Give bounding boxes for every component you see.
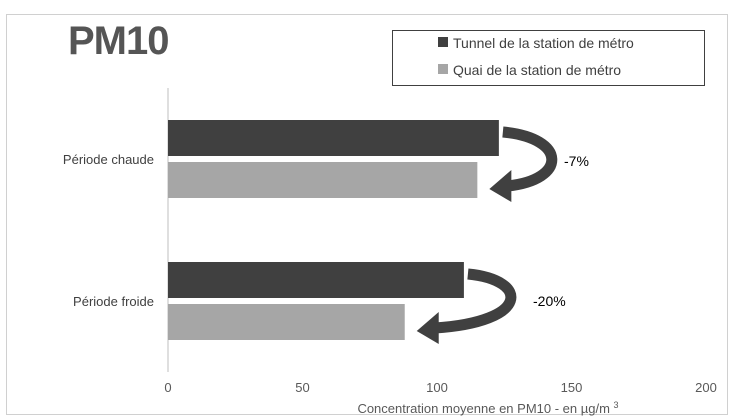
x-tick-label-200: 200 (695, 380, 717, 395)
legend: Tunnel de la station de métro Quai de la… (392, 30, 705, 86)
x-tick-label-0: 0 (164, 380, 171, 395)
change-arrow-p-riode-froide (434, 268, 517, 334)
bar-p-riode-chaude-series-1 (168, 120, 499, 156)
x-axis-label-superscript: 3 (614, 400, 619, 410)
change-arrow-head-p-riode-froide (416, 312, 439, 344)
legend-label-tunnel: Tunnel de la station de métro (453, 35, 634, 51)
chart-title: PM10 (68, 19, 169, 63)
category-label-p-riode-chaude: Période chaude (63, 152, 154, 167)
change-arrow-p-riode-chaude (502, 126, 558, 192)
bar-p-riode-froide-series-1 (168, 262, 464, 298)
annotation-periode-froide: -20% (533, 293, 566, 309)
legend-label-quai: Quai de la station de métro (453, 62, 621, 78)
x-tick-label-150: 150 (561, 380, 583, 395)
x-tick-label-50: 50 (295, 380, 309, 395)
x-axis-label-text: Concentration moyenne en PM10 - en µg/m (357, 401, 609, 416)
plot-area: 0 50 100 150 200 Période chaude Période froide (63, 88, 717, 395)
category-label-p-riode-froide: Période froide (73, 294, 154, 309)
x-tick-label-100: 100 (426, 380, 448, 395)
annotation-periode-chaude: -7% (564, 153, 589, 169)
legend-swatch-tunnel (438, 37, 448, 47)
legend-swatch-quai (438, 64, 448, 74)
chart-frame (6, 14, 728, 415)
change-arrow-head-p-riode-chaude (489, 170, 512, 202)
bar-p-riode-chaude-series-2 (168, 162, 478, 198)
bar-p-riode-froide-series-2 (168, 304, 405, 340)
x-axis-label: Concentration moyenne en PM10 - en µg/m … (357, 400, 618, 416)
